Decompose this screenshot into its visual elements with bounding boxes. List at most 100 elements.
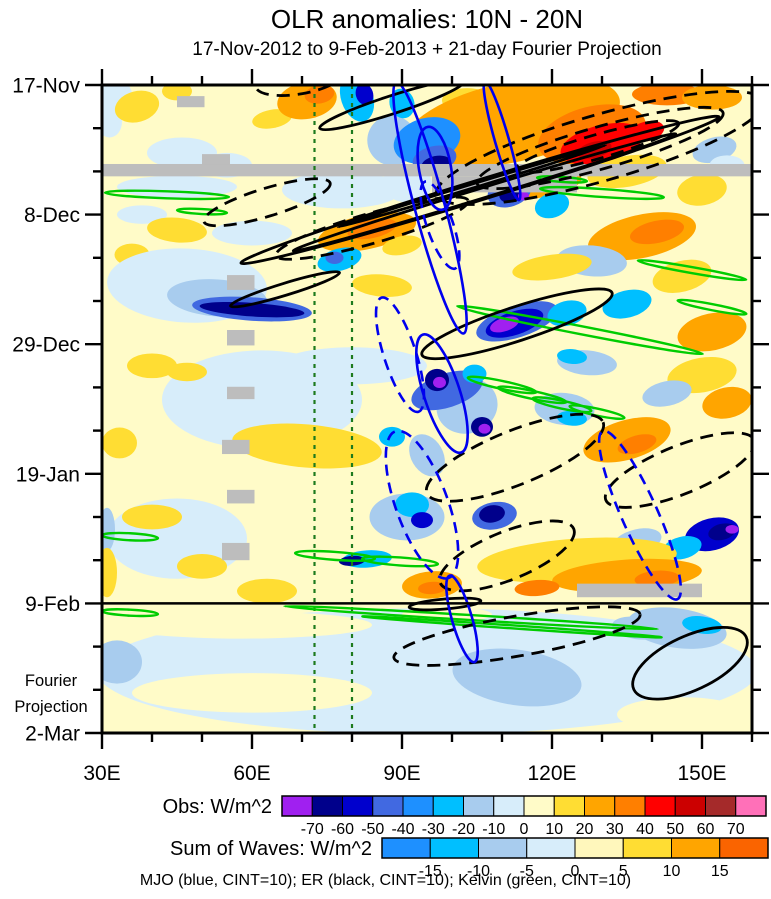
- fourier-projection-note: Projection: [14, 698, 87, 716]
- chart-subtitle: 17-Nov-2012 to 9-Feb-2013 + 21-day Fouri…: [192, 39, 662, 60]
- obs-colorbar-tick-label: 10: [545, 821, 563, 838]
- wave-contour-mjo: [482, 85, 522, 202]
- wave-contour-kelvin: [175, 207, 229, 216]
- anomaly-blob: [102, 507, 115, 551]
- obs-colorbar-segment: [553, 795, 585, 817]
- waves-colorbar-tick-label: 10: [663, 863, 681, 880]
- anomaly-blob: [534, 192, 570, 219]
- anomaly-blob: [411, 512, 433, 529]
- obs-colorbar-label: Obs: W/m^2: [162, 796, 272, 818]
- obs-colorbar-segment: [311, 795, 343, 817]
- anomaly-blob: [642, 380, 692, 407]
- anomaly-blob: [117, 205, 167, 224]
- obs-colorbar-segment: [523, 795, 555, 817]
- anomaly-blob: [112, 611, 372, 639]
- obs-colorbar-frame: [281, 795, 767, 817]
- obs-colorbar-tick-label: -30: [422, 821, 445, 838]
- anomaly-blob: [433, 376, 446, 389]
- obs-colorbar: -70 -60 -50 -40 -30 -20 -10 0 10 20 30 40 50 60 70: [281, 795, 767, 838]
- missing-data-block: [227, 489, 255, 504]
- anomaly-blob: [395, 492, 429, 517]
- waves-colorbar-segment: [381, 837, 431, 859]
- fourier-projection-note: Fourier: [25, 672, 78, 690]
- anomaly-blob: [122, 504, 182, 530]
- anomaly-blob: [725, 525, 739, 534]
- wave-contour-mjo: [384, 429, 460, 580]
- wave-contour-er: [438, 519, 576, 593]
- obs-colorbar-tick-label: -70: [301, 821, 324, 838]
- wave-contour-er: [229, 270, 341, 309]
- obs-colorbar-segment: [463, 795, 495, 817]
- anomaly-blob: [252, 109, 292, 129]
- wave-contour-kelvin: [538, 185, 666, 201]
- obs-colorbar-tick-label: -40: [391, 821, 414, 838]
- anomaly-blob: [418, 581, 446, 595]
- chart-title: OLR anomalies: 10N - 20N: [270, 4, 584, 34]
- wave-contour-mjo: [416, 125, 454, 212]
- wave-contour-er: [254, 85, 346, 97]
- anomaly-blob: [382, 235, 422, 256]
- wave-contour-kelvin: [456, 304, 704, 356]
- wave-contour-mjo: [445, 574, 479, 664]
- anomaly-blob: [602, 289, 652, 319]
- missing-data-block: [227, 330, 255, 346]
- waves-colorbar-tick-label: -10: [467, 863, 490, 880]
- missing-data-block: [222, 439, 250, 455]
- obs-colorbar-segment: [614, 795, 646, 817]
- wave-contour-kelvin: [676, 298, 748, 316]
- anomaly-blob: [682, 85, 742, 110]
- anomaly-blob: [237, 578, 297, 604]
- obs-colorbar-segment: [584, 795, 616, 817]
- anomaly-blob: [514, 579, 560, 597]
- wave-contour-mjo: [374, 296, 426, 414]
- anomaly-blob: [677, 174, 727, 206]
- anomaly-blob: [167, 362, 207, 382]
- waves-colorbar-tick-label: -5: [520, 863, 534, 880]
- anomaly-blob: [147, 217, 207, 243]
- obs-colorbar-tick-label: -60: [331, 821, 354, 838]
- wave-contour-kelvin: [636, 258, 748, 282]
- obs-colorbar-segment: [644, 795, 676, 817]
- missing-data-block: [202, 154, 230, 165]
- waves-colorbar-tick-label: 15: [711, 863, 729, 880]
- obs-colorbar-tick-label: -20: [452, 821, 475, 838]
- obs-colorbar-segment: [402, 795, 434, 817]
- obs-colorbar-segment: [342, 795, 374, 817]
- x-tick-label: 90E: [383, 762, 420, 785]
- wave-contour-mjo: [597, 429, 683, 601]
- anomaly-blob: [617, 434, 657, 455]
- wave-contour-er: [420, 287, 614, 361]
- anomaly-blob: [478, 423, 491, 434]
- wave-contour-kelvin: [293, 549, 377, 562]
- anomaly-blob: [452, 648, 582, 707]
- x-tick-label: 120E: [527, 762, 576, 785]
- obs-colorbar-tick-label: 60: [697, 821, 715, 838]
- waves-colorbar-segment: [574, 837, 624, 859]
- wave-contour-er: [424, 412, 606, 503]
- waves-colorbar: -15 -10 -5 0 5 10 15: [381, 837, 769, 880]
- obs-colorbar-segment: [432, 795, 464, 817]
- wave-contour-kelvin: [361, 615, 663, 639]
- obs-colorbar-tick-label: 0: [520, 821, 529, 838]
- x-tick-label: 60E: [233, 762, 270, 785]
- anomaly-blob: [355, 85, 374, 106]
- obs-colorbar-tick-label: 40: [636, 821, 654, 838]
- plot-border: [100, 83, 754, 735]
- missing-data-block: [577, 583, 702, 598]
- obs-colorbar-segment: [674, 795, 706, 817]
- anomaly-blob: [462, 364, 487, 384]
- anomaly-blob: [379, 426, 405, 447]
- missing-data-block: [227, 275, 255, 290]
- wave-contour-er: [202, 177, 332, 228]
- contour-legend-note: MJO (blue, CINT=10); ER (black, CINT=10)…: [139, 872, 632, 889]
- anomaly-blob: [132, 673, 372, 713]
- wave-contour-er: [603, 431, 752, 509]
- wave-contour-er: [392, 605, 642, 667]
- anomaly-blob: [199, 301, 305, 318]
- anomaly-field: [102, 85, 752, 733]
- missing-data-block: [227, 386, 255, 400]
- wave-contour-kelvin: [360, 555, 440, 568]
- obs-colorbar-segment: [705, 795, 737, 817]
